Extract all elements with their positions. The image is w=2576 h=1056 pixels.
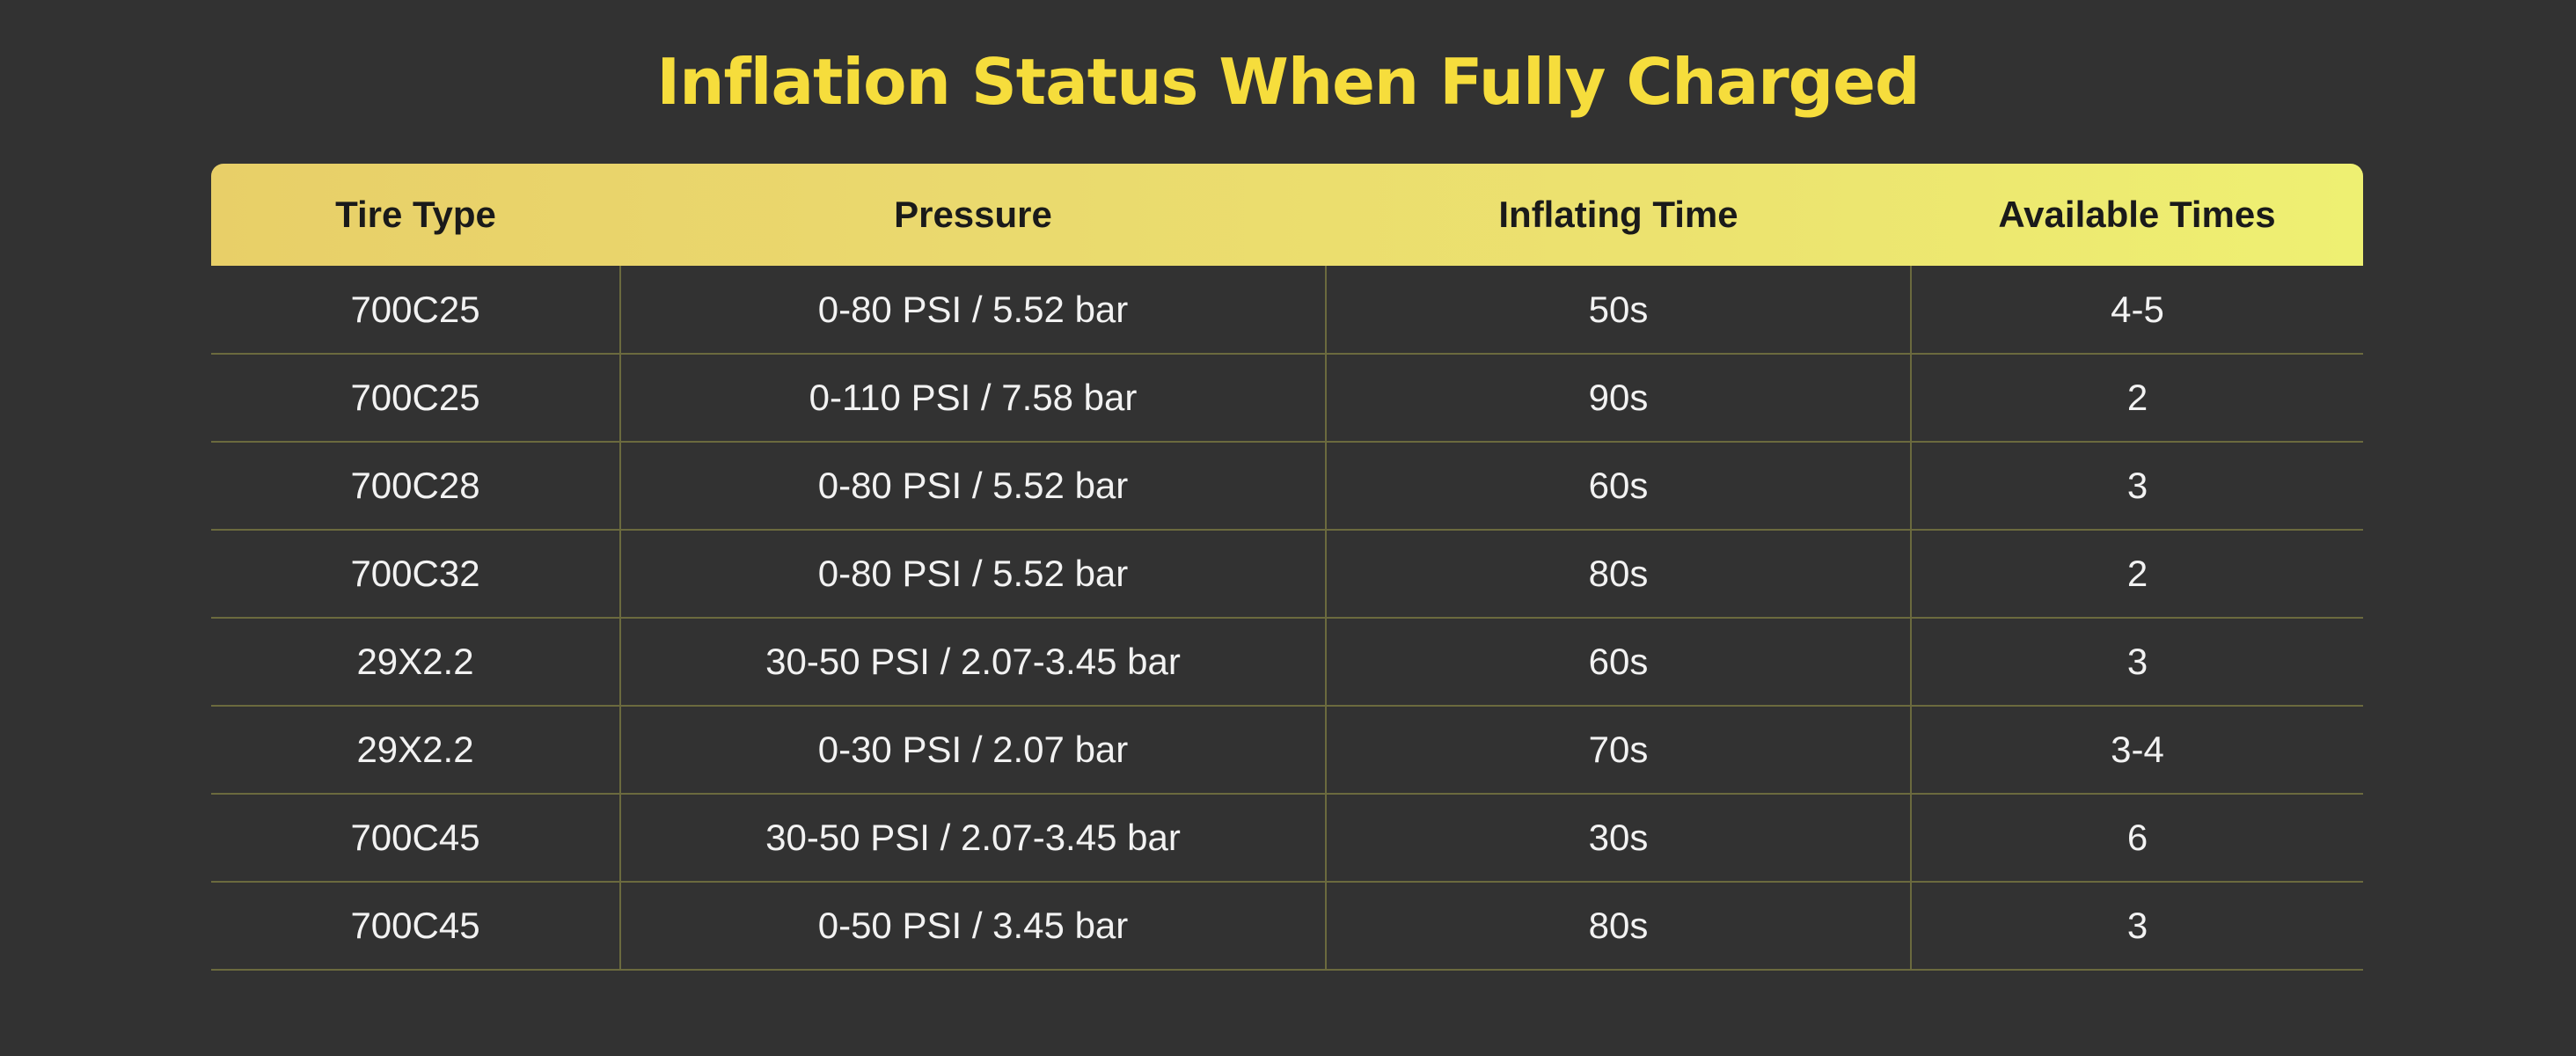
table-row: 29X2.2 30-50 PSI / 2.07-3.45 bar 60s 3	[211, 618, 2363, 706]
cell-tire-type: 700C45	[350, 817, 480, 858]
page-title: Inflation Status When Fully Charged	[656, 45, 1920, 119]
cell-available-times: 6	[1910, 794, 2363, 882]
cell-available-times: 3	[1910, 882, 2363, 970]
table-row: 700C28 0-80 PSI / 5.52 bar 60s 3	[211, 442, 2363, 530]
cell-tire-type: 700C28	[350, 465, 480, 506]
cell-tire-type: 700C45	[350, 905, 480, 946]
cell-pressure: 0-80 PSI / 5.52 bar	[619, 266, 1326, 354]
cell-available-times: 3	[1910, 618, 2363, 706]
header-pressure: Pressure	[894, 194, 1052, 235]
cell-tire-type: 29X2.2	[356, 729, 474, 770]
table-row: 29X2.2 0-30 PSI / 2.07 bar 70s 3-4	[211, 706, 2363, 794]
cell-available-times: 2	[1910, 354, 2363, 442]
cell-inflating-time: 80s	[1325, 882, 1911, 970]
cell-pressure: 0-80 PSI / 5.52 bar	[619, 530, 1326, 618]
cell-available-times: 3-4	[1910, 706, 2363, 794]
cell-inflating-time: 50s	[1325, 266, 1911, 354]
cell-tire-type: 29X2.2	[356, 641, 474, 682]
cell-available-times: 2	[1910, 530, 2363, 618]
cell-pressure: 30-50 PSI / 2.07-3.45 bar	[619, 618, 1326, 706]
cell-tire-type: 700C25	[350, 377, 480, 418]
header-inflating-time: Inflating Time	[1498, 194, 1738, 235]
cell-inflating-time: 70s	[1325, 706, 1911, 794]
cell-inflating-time: 80s	[1325, 530, 1911, 618]
table-row: 700C45 0-50 PSI / 3.45 bar 80s 3	[211, 882, 2363, 970]
table-row: 700C25 0-110 PSI / 7.58 bar 90s 2	[211, 354, 2363, 442]
table-row: 700C45 30-50 PSI / 2.07-3.45 bar 30s 6	[211, 794, 2363, 882]
cell-pressure: 0-110 PSI / 7.58 bar	[619, 354, 1326, 442]
table-row: 700C32 0-80 PSI / 5.52 bar 80s 2	[211, 530, 2363, 618]
inflation-table: Tire Type Pressure Inflating Time Availa…	[211, 164, 2363, 971]
cell-tire-type: 700C32	[350, 553, 480, 594]
cell-pressure: 0-30 PSI / 2.07 bar	[619, 706, 1326, 794]
inflation-table-container: Tire Type Pressure Inflating Time Availa…	[211, 164, 2363, 971]
table-body: 700C25 0-80 PSI / 5.52 bar 50s 4-5 700C2…	[211, 266, 2363, 970]
cell-pressure: 0-80 PSI / 5.52 bar	[619, 442, 1326, 530]
cell-pressure: 0-50 PSI / 3.45 bar	[619, 882, 1326, 970]
cell-inflating-time: 90s	[1325, 354, 1911, 442]
cell-inflating-time: 60s	[1325, 442, 1911, 530]
cell-inflating-time: 30s	[1325, 794, 1911, 882]
cell-pressure: 30-50 PSI / 2.07-3.45 bar	[619, 794, 1326, 882]
table-header: Tire Type Pressure Inflating Time Availa…	[211, 164, 2363, 266]
header-available-times: Available Times	[1998, 194, 2276, 235]
cell-inflating-time: 60s	[1325, 618, 1911, 706]
header-row: Tire Type Pressure Inflating Time Availa…	[211, 164, 2363, 266]
cell-tire-type: 700C25	[350, 288, 480, 330]
table-row: 700C25 0-80 PSI / 5.52 bar 50s 4-5	[211, 266, 2363, 354]
cell-available-times: 4-5	[1910, 266, 2363, 354]
header-tire-type: Tire Type	[335, 194, 496, 235]
cell-available-times: 3	[1910, 442, 2363, 530]
